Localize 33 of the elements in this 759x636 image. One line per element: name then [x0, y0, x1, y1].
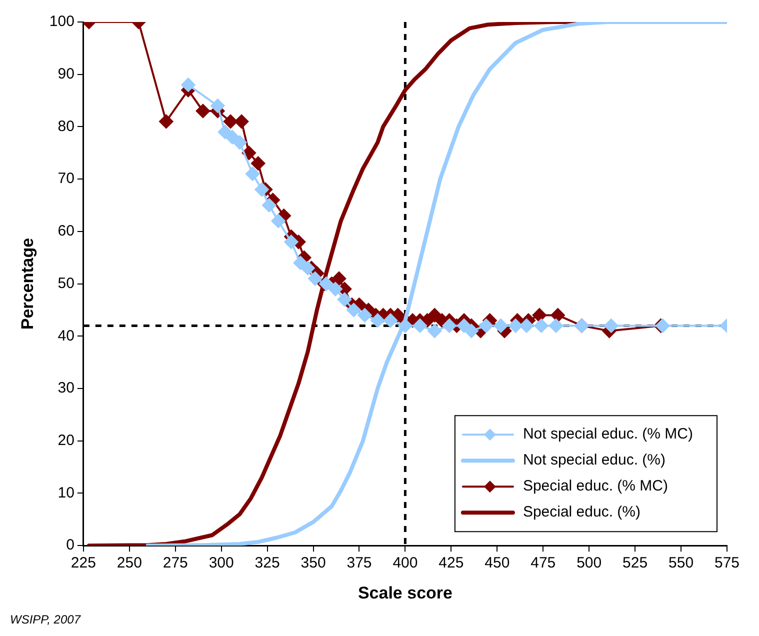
- legend-label: Special educ. (%): [522, 504, 641, 521]
- y-tick-label: 0: [66, 536, 74, 554]
- x-tick-label: 425: [438, 554, 464, 572]
- legend-label: Not special educ. (% MC): [522, 426, 694, 443]
- y-tick-label: 70: [58, 170, 74, 188]
- y-tick-label: 80: [58, 118, 74, 135]
- x-tick-label: 475: [530, 554, 556, 572]
- x-tick-label: 325: [254, 554, 280, 572]
- x-tick-label: 225: [70, 554, 96, 572]
- y-tick-label: 20: [58, 432, 74, 450]
- x-tick-label: 350: [300, 554, 326, 572]
- x-tick-label: 250: [116, 554, 142, 572]
- y-tick-label: 50: [58, 274, 74, 292]
- x-tick-label: 575: [714, 554, 740, 572]
- y-axis-title: Percentage: [18, 238, 37, 330]
- legend-label: Not special educ. (%): [522, 452, 666, 469]
- x-tick-label: 275: [162, 554, 188, 572]
- x-tick-label: 300: [208, 554, 234, 572]
- y-tick-label: 90: [58, 66, 74, 82]
- y-tick-label: 100: [49, 13, 74, 30]
- x-tick-label: 550: [668, 554, 694, 572]
- y-tick-label: 60: [58, 222, 74, 240]
- x-tick-label: 375: [346, 554, 372, 572]
- x-tick-label: 525: [622, 554, 648, 572]
- x-tick-label: 450: [484, 554, 510, 572]
- x-tick-label: 500: [576, 554, 602, 572]
- legend-label: Special educ. (% MC): [522, 478, 668, 495]
- x-tick-label: 400: [392, 554, 418, 572]
- text: WSIPP, 2007: [10, 612, 82, 626]
- y-tick-label: 10: [58, 484, 74, 502]
- y-tick-label: 40: [58, 327, 74, 344]
- x-axis-title: Scale score: [358, 583, 452, 602]
- y-tick-label: 30: [58, 380, 74, 397]
